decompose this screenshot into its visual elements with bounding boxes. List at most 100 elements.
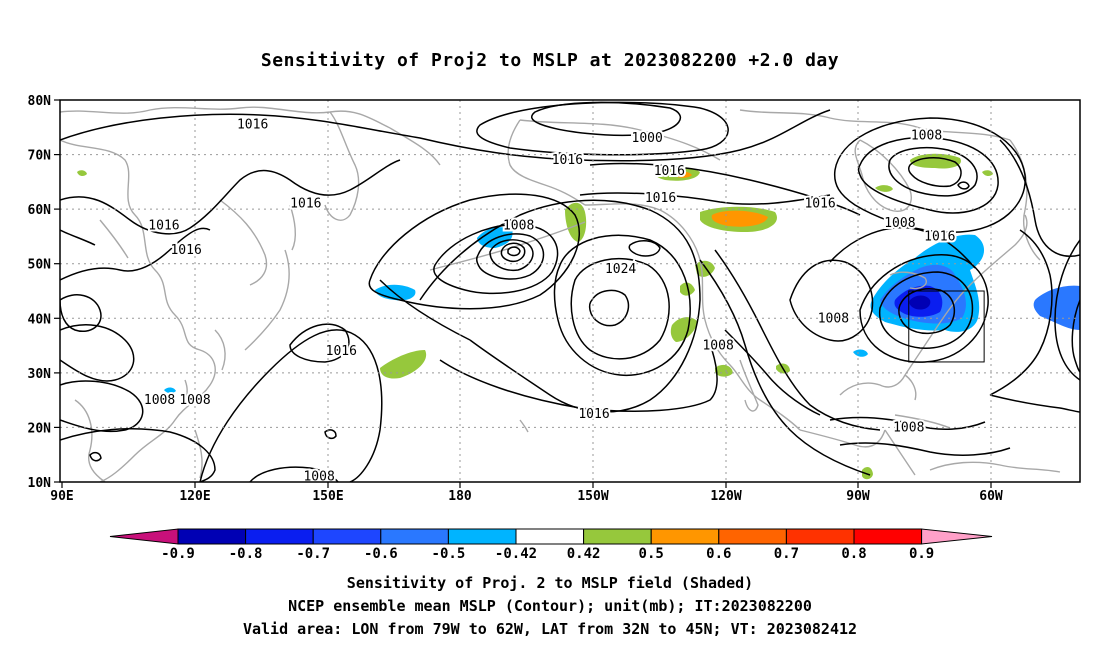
lat-label: 50N: [28, 258, 52, 273]
contour-1008-north2: [857, 136, 999, 214]
shade-positive-gulf: [565, 202, 587, 242]
colorbar-tick-label: 0.7: [774, 546, 799, 562]
contour-label: 1008: [911, 128, 942, 143]
contour-label: 1016: [645, 191, 676, 206]
contour-1008-caribbean: [829, 416, 986, 431]
contour-high-pac-ne: [628, 240, 661, 257]
contour-atlantic-low-2: [879, 271, 974, 349]
coastline-great-lakes: [889, 271, 927, 290]
contour-1016-arctic: [60, 109, 831, 162]
coastline-philippines: [194, 429, 203, 479]
lat-label: 40N: [28, 312, 52, 327]
contour-aleutian-low-outer: [368, 193, 580, 310]
coastline-bering: [389, 127, 441, 166]
colorbar-tick-label: -0.6: [364, 546, 398, 562]
contour-low-hudson2: [907, 157, 962, 188]
contour-1016-central-pac: [419, 199, 701, 413]
shade-positive-small2: [862, 466, 873, 480]
coastline-baja: [739, 359, 759, 412]
lon-label: 60W: [979, 489, 1003, 504]
coastline-indochina: [74, 399, 106, 482]
contour-aleutian-low-2: [433, 223, 559, 295]
contour-label: 1016: [170, 243, 201, 258]
lon-labels: 90E 120E 150E 180 150W 120W 90W 60W: [50, 489, 1003, 504]
contour-high-pac-outer: [553, 234, 691, 377]
coastline-alaska-north: [519, 119, 721, 161]
coastline-na-west: [584, 203, 801, 431]
contour-1016-westpac: [289, 323, 350, 363]
contour-1008-arctic: [476, 101, 729, 156]
lat-label: 20N: [28, 421, 52, 436]
coastline-lake-baikal: [99, 219, 129, 259]
lon-label: 150E: [312, 489, 343, 504]
contour-1008-north: [833, 117, 1026, 233]
coastline-hawaii: [519, 419, 529, 433]
contour-label: 1016: [578, 407, 609, 422]
contour-label: 1016: [290, 197, 321, 212]
coastline-south-america: [929, 461, 1061, 473]
contour-1016-siberia: [60, 159, 401, 235]
colorbar-box: [650, 528, 720, 545]
contour-low-southchina: [60, 380, 144, 433]
lat-label: 60N: [28, 203, 52, 218]
coastline-japan: [244, 249, 290, 351]
colorbar-box: [447, 528, 517, 545]
colorbar-tick-label: -0.5: [432, 546, 466, 562]
contour-1016-canada2: [579, 192, 831, 205]
contour-atlantic-low-1: [859, 254, 989, 363]
colorbar-box: [583, 528, 652, 545]
contour-label: 1016: [237, 118, 268, 133]
colorbar-box: [312, 528, 382, 545]
contour-labels: 1016 1000 1016 1016 1008 1016 1016 1016 1016 1008…: [142, 116, 958, 487]
lat-label: 80N: [28, 94, 52, 109]
coastline-asia-east: [60, 139, 216, 482]
coastline-kamchatka: [324, 111, 360, 221]
contour-1008-westpac: [249, 466, 339, 482]
lon-label: 90E: [50, 489, 73, 504]
contour-label: 1000: [632, 131, 663, 146]
contour-label: 1008: [818, 311, 849, 326]
contour-small-se-asia: [89, 451, 102, 462]
shade-positive-hudson2: [875, 185, 893, 192]
shade-negative-small1: [853, 349, 868, 357]
contour-1016-pac-south: [379, 279, 471, 341]
colorbar-box: [245, 528, 314, 545]
shade-negative-pacific: [477, 227, 513, 248]
contour-label: 1008: [144, 393, 175, 408]
footer-line-1: Sensitivity of Proj. 2 to MSLP field (Sh…: [346, 574, 754, 592]
contour-high-pac-inner: [588, 289, 630, 327]
contour-west-edge: [60, 229, 96, 246]
shade-positive-coast2: [670, 317, 698, 342]
shade-positive-alaska-core: [668, 170, 692, 178]
coastline-asia-north: [60, 106, 391, 129]
shade-positive-small1: [77, 170, 87, 177]
contour-trop-atl: [989, 394, 1080, 413]
shade-positive-small3: [982, 170, 993, 177]
contour-label: 1024: [605, 262, 636, 277]
lon-label: 180: [448, 489, 472, 504]
coastline-florida: [904, 374, 917, 401]
shade-positive-subtropic: [380, 350, 427, 379]
contour-label: 1016: [326, 344, 357, 359]
lon-label: 120W: [710, 489, 741, 504]
shade-negative-small2: [164, 387, 176, 394]
coastline-cuba: [894, 414, 951, 429]
contour-aleutian-low-5: [500, 242, 526, 263]
coastline-okhotsk: [219, 199, 268, 286]
contour-label: 1016: [804, 197, 835, 212]
colorbar-box: [177, 528, 247, 545]
coastline-alaska-west: [507, 119, 586, 206]
coastline-hudson-bay: [854, 139, 912, 212]
footer-line-3: Valid area: LON from 79W to 62W, LAT fro…: [242, 620, 858, 638]
colorbar-tick-label: -0.42: [495, 546, 537, 562]
contour-label: 1016: [148, 219, 179, 234]
shade-negative-max: [909, 295, 931, 310]
contour-label: 1008: [893, 420, 924, 435]
sensitivity-shading: [77, 153, 1080, 480]
lon-label: 150W: [577, 489, 608, 504]
contour-island-low: [324, 429, 337, 440]
contour-1008-caribbean2: [839, 442, 1011, 456]
contour-label: 1008: [179, 393, 210, 408]
chart-title: Sensitivity of Proj2 to MSLP at 20230822…: [260, 50, 840, 71]
